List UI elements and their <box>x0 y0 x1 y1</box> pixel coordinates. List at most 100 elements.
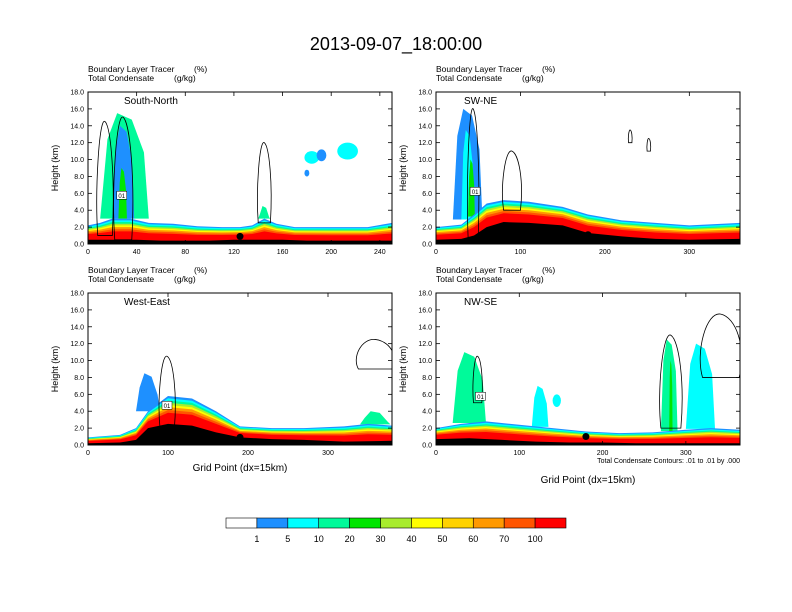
cloud-contour <box>659 334 683 429</box>
plot-area: 01 <box>436 313 740 445</box>
panel-sw-ne: Boundary Layer Tracer (%) Total Condensa… <box>398 64 741 256</box>
x-tick-label: 0 <box>434 450 438 457</box>
y-tick-label: 12.0 <box>70 140 84 147</box>
y-tick-label: 2.0 <box>74 225 84 232</box>
y-tick-label: 4.0 <box>422 409 432 416</box>
cloud-contour <box>472 355 483 404</box>
contour-note: Total Condensate Contours: .01 to .01 by… <box>597 458 740 465</box>
colorbar-label: 60 <box>468 534 478 544</box>
y-tick-label: 2.0 <box>422 426 432 433</box>
panel-subtitle-tracer-unit: (%) <box>194 265 207 275</box>
colorbar-box <box>318 517 350 529</box>
cloud-contour <box>502 150 522 211</box>
contour-label: 01 <box>477 395 484 401</box>
cloud-contour <box>158 355 176 429</box>
panel-subtitle-condensate-unit: (g/kg) <box>522 73 544 83</box>
y-tick-label: 4.0 <box>74 409 84 416</box>
y-tick-label: 18.0 <box>70 291 84 298</box>
panel-name: SW-NE <box>464 96 497 107</box>
y-tick-label: 6.0 <box>74 392 84 399</box>
y-tick-label: 8.0 <box>422 375 432 382</box>
x-tick-label: 200 <box>325 249 337 256</box>
tracer-patch <box>552 394 561 407</box>
contour-label: 01 <box>118 194 125 200</box>
plot-area: 01 <box>88 113 392 244</box>
colorbar-label: 30 <box>376 534 386 544</box>
y-tick-label: 2.0 <box>74 426 84 433</box>
colorbar-label: 20 <box>345 534 355 544</box>
y-tick-label: 16.0 <box>418 106 432 113</box>
tracer-patch <box>304 169 310 177</box>
terrain <box>88 423 392 445</box>
y-tick-label: 0.0 <box>422 443 432 450</box>
y-tick-label: 6.0 <box>422 392 432 399</box>
x-tick-label: 240 <box>374 249 386 256</box>
y-tick-label: 18.0 <box>418 90 432 97</box>
figure-title: 2013-09-07_18:00:00 <box>310 34 482 55</box>
terrain <box>436 438 740 445</box>
convective-plume <box>136 373 160 412</box>
cloud-contour <box>96 121 114 236</box>
contour-label: 01 <box>472 190 479 196</box>
plot-frame <box>87 292 393 446</box>
y-tick-label: 0.0 <box>74 242 84 249</box>
plot-frame <box>435 292 741 446</box>
panel-subtitle-tracer: Boundary Layer Tracer <box>88 265 175 275</box>
colorbar-box <box>411 517 443 529</box>
x-tick-label: 0 <box>86 249 90 256</box>
y-tick-label: 10.0 <box>418 358 432 365</box>
cloud-contour <box>627 129 633 144</box>
x-tick-label: 300 <box>680 450 692 457</box>
panel-name: NW-SE <box>464 297 497 308</box>
y-tick-label: 10.0 <box>70 358 84 365</box>
x-tick-label: 200 <box>242 450 254 457</box>
panel-subtitle-condensate: Total Condensate <box>436 73 502 83</box>
panel-subtitle-tracer: Boundary Layer Tracer <box>436 265 523 275</box>
terrain <box>88 239 392 244</box>
y-tick-label: 12.0 <box>418 341 432 348</box>
colorbar-box <box>287 517 320 529</box>
y-tick-label: 6.0 <box>422 191 432 198</box>
contour-label-box <box>161 401 173 410</box>
location-dot <box>236 232 244 240</box>
y-tick-label: 16.0 <box>70 307 84 314</box>
plot-frame <box>87 91 393 245</box>
cloud-contour <box>257 142 272 224</box>
colorbar-label: 1 <box>254 534 259 544</box>
location-dot <box>582 433 590 441</box>
y-tick-label: 0.0 <box>422 242 432 249</box>
panel-subtitle-condensate: Total Condensate <box>88 274 154 284</box>
x-tick-label: 0 <box>434 249 438 256</box>
x-tick-label: 200 <box>597 450 609 457</box>
y-tick-label: 14.0 <box>70 123 84 130</box>
y-tick-label: 14.0 <box>418 324 432 331</box>
colorbar-label: 100 <box>528 534 543 544</box>
cloud-contour <box>113 116 134 241</box>
colorbar: 1 5 10 20 30 40 50 60 70 100 <box>225 517 567 544</box>
tracer-patch <box>316 149 327 162</box>
cloud-contour <box>699 313 740 378</box>
colorbar-label: 40 <box>406 534 416 544</box>
y-tick-label: 16.0 <box>418 307 432 314</box>
colorbar-box <box>256 517 289 529</box>
panel-subtitle-tracer-unit: (%) <box>194 64 207 74</box>
xlabel-right: Grid Point (dx=15km) <box>541 475 636 486</box>
panel-nw-se: Boundary Layer Tracer (%) Total Condensa… <box>398 265 741 457</box>
colorbar-label: 5 <box>285 534 290 544</box>
y-tick-label: 16.0 <box>70 106 84 113</box>
cloud-contour <box>646 138 652 152</box>
y-axis-label: Height (km) <box>398 145 408 192</box>
xlabel-left: Grid Point (dx=15km) <box>193 463 288 474</box>
panel-subtitle-condensate: Total Condensate <box>88 73 154 83</box>
y-axis-label: Height (km) <box>50 145 60 192</box>
panel-south-north: Boundary Layer Tracer (%) Total Condensa… <box>50 64 393 256</box>
y-tick-label: 2.0 <box>422 225 432 232</box>
x-tick-label: 200 <box>599 249 611 256</box>
x-tick-label: 100 <box>515 249 527 256</box>
y-tick-label: 6.0 <box>74 191 84 198</box>
panel-subtitle-tracer: Boundary Layer Tracer <box>88 64 175 74</box>
convective-plume <box>258 206 271 219</box>
panel-subtitle-condensate-unit: (g/kg) <box>174 73 196 83</box>
convective-plume <box>669 360 673 431</box>
